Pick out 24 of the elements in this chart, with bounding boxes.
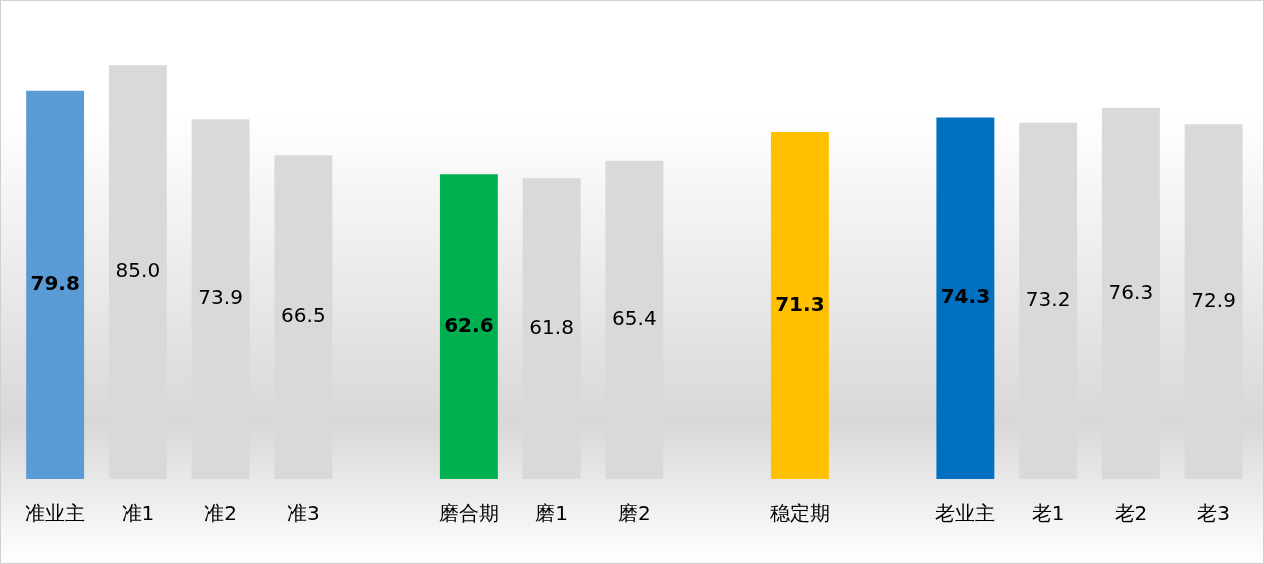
x-tick-label: 磨2 <box>618 501 651 526</box>
x-tick-label: 磨合期 <box>438 501 499 526</box>
x-tick-label: 磨1 <box>535 501 568 526</box>
x-tick-label: 老3 <box>1197 501 1230 526</box>
data-label: 76.3 <box>1108 279 1154 304</box>
x-tick-label: 准1 <box>121 501 155 526</box>
data-label: 62.6 <box>444 312 494 337</box>
x-tick-label: 准3 <box>287 501 320 526</box>
data-label: 85.0 <box>115 258 161 283</box>
data-label: 73.2 <box>1025 287 1071 312</box>
data-label: 65.4 <box>612 306 657 331</box>
x-tick-label: 老1 <box>1031 501 1065 526</box>
data-label: 72.9 <box>1191 287 1236 312</box>
data-label: 74.3 <box>940 284 991 309</box>
x-tick-label: 老2 <box>1114 501 1148 526</box>
data-label: 61.8 <box>529 314 574 339</box>
x-tick-label: 准业主 <box>25 501 86 526</box>
x-tick-label: 准2 <box>204 501 237 526</box>
data-label: 79.8 <box>30 271 80 296</box>
data-label: 73.9 <box>198 285 243 310</box>
x-tick-label: 老业主 <box>935 501 996 526</box>
data-label: 66.5 <box>281 303 326 328</box>
x-tick-label: 稳定期 <box>769 501 830 526</box>
data-label: 71.3 <box>775 291 825 316</box>
